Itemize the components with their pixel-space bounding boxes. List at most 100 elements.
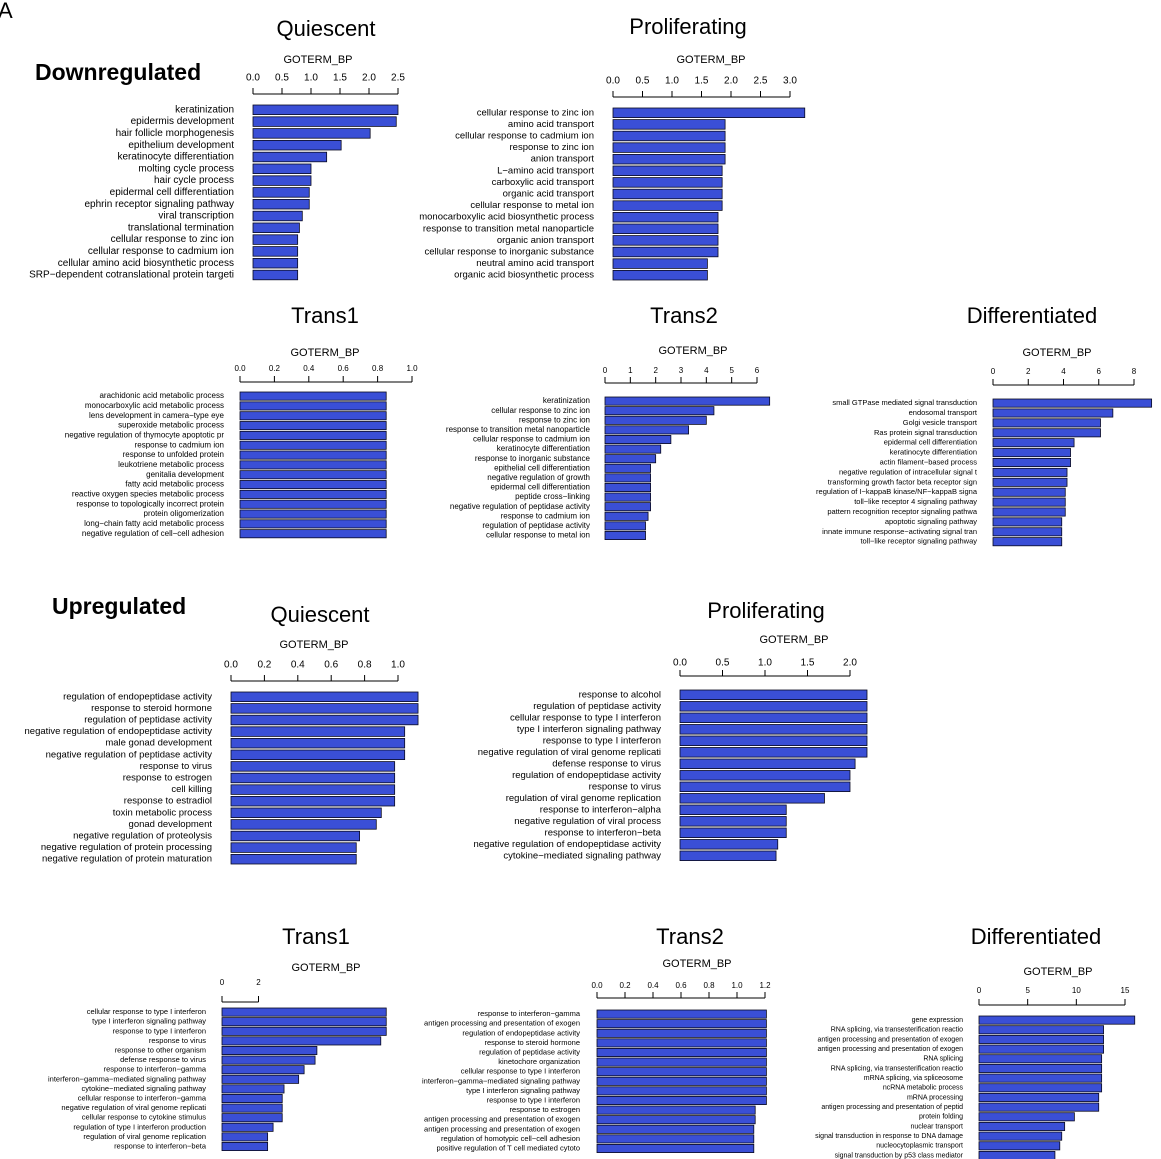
bar [239, 499, 387, 509]
bar [992, 537, 1063, 547]
category-label: response to virus [140, 761, 213, 772]
downregulated-label: Downregulated [35, 59, 202, 85]
bar [239, 440, 387, 450]
category-label: hair follicle morphogenesis [116, 128, 234, 139]
axis-title: GOTERM_BP [1023, 966, 1092, 978]
bar [252, 210, 303, 222]
category-label: antigen processing and presentation of e… [424, 1019, 580, 1028]
chart-title: Trans1 [291, 303, 359, 328]
bar [604, 473, 651, 483]
category-label: toxin metabolic process [113, 807, 213, 818]
bar [230, 749, 406, 761]
category-label: response to other organism [115, 1045, 206, 1054]
bar [230, 784, 396, 795]
category-label: cytokine−mediated signaling pathway [82, 1084, 207, 1093]
bar [679, 758, 856, 770]
x-tick-label: 6 [755, 366, 760, 375]
x-tick-label: 0.0 [606, 76, 620, 87]
category-label: response to inorganic substance [475, 454, 591, 463]
category-label: signal transduction by p53 class mediato… [835, 1152, 964, 1159]
x-tick-label: 4 [1061, 367, 1066, 376]
x-tick-label: 0.0 [246, 73, 260, 84]
category-label: organic acid transport [503, 189, 595, 200]
category-label: positive regulation of T cell mediated c… [436, 1143, 580, 1152]
x-tick-label: 0 [603, 366, 608, 375]
category-label: regulation of peptidase activity [479, 1047, 580, 1056]
x-tick-label: 0.4 [647, 981, 659, 990]
bar [679, 781, 851, 793]
category-label: regulation of viral genome replication [83, 1132, 206, 1141]
bar [992, 398, 1153, 408]
bar [604, 425, 689, 435]
bar [239, 509, 387, 519]
bar [221, 1017, 387, 1027]
bar [978, 1150, 1056, 1159]
axis-title: GOTERM_BP [279, 639, 348, 651]
x-tick-label: 2 [1026, 367, 1031, 376]
bar [978, 1025, 1104, 1035]
bar [221, 1094, 283, 1104]
x-tick-label: 0 [220, 978, 225, 987]
category-label: peptide cross−linking [515, 492, 590, 501]
category-label: keratinocyte differentiation [117, 152, 234, 163]
bar [679, 850, 777, 862]
category-label: toll−like receptor signaling pathway [860, 537, 977, 546]
category-label: antigen processing and presentation of e… [424, 1124, 580, 1133]
category-label: toll−like receptor 4 signaling pathway [854, 497, 977, 506]
bar [604, 454, 657, 464]
bar [604, 434, 672, 444]
x-tick-label: 0.5 [716, 658, 730, 669]
category-label: anion transport [531, 154, 595, 165]
bar [230, 842, 357, 853]
bar [596, 1019, 767, 1029]
category-label: keratinocyte differentiation [890, 448, 977, 457]
category-label: type I interferon signaling pathway [466, 1086, 580, 1095]
x-tick-label: 1.0 [304, 73, 318, 84]
category-label: cellular response to cadmium ion [473, 435, 590, 444]
category-label: response to estradiol [124, 796, 212, 807]
bar [221, 1132, 269, 1142]
category-label: epidermis development [131, 116, 235, 127]
chart-title: Proliferating [629, 14, 746, 39]
category-label: response to virus [589, 781, 662, 792]
bar [978, 1083, 1103, 1093]
axis-title: GOTERM_BP [283, 54, 352, 66]
category-label: cellular response to type I interferon [87, 1007, 206, 1016]
category-label: kinetochore organization [498, 1057, 580, 1066]
x-tick-label: 4 [704, 366, 709, 375]
bar [978, 1112, 1075, 1122]
bar [612, 142, 726, 153]
category-label: SRP−dependent cotranslational protein ta… [29, 270, 234, 281]
x-tick-label: 1.0 [731, 981, 743, 990]
category-label: hair cycle process [154, 175, 234, 186]
category-label: cellular response to type I interferon [510, 712, 661, 723]
category-label: negative regulation of cell−cell adhesio… [82, 529, 224, 538]
chart-title: Trans2 [656, 924, 724, 949]
bar [612, 258, 708, 269]
category-label: regulation of endopeptidase activity [63, 691, 212, 702]
category-label: negative regulation of endopeptidase act… [474, 839, 662, 850]
bar [612, 235, 719, 246]
category-label: pattern recognition receptor signaling p… [827, 507, 978, 516]
bar [230, 761, 396, 772]
bar [679, 712, 868, 724]
category-label: interferon−gamma−mediated signaling path… [48, 1074, 206, 1083]
category-label: response to alcohol [579, 689, 661, 700]
bar [230, 738, 406, 749]
bar [239, 450, 387, 460]
bar [230, 854, 357, 865]
bar [221, 1026, 387, 1036]
bar [992, 487, 1066, 497]
x-tick-label: 0.6 [338, 364, 350, 373]
category-label: cellular response to inorganic substance [424, 247, 594, 258]
x-tick-label: 1.5 [801, 658, 815, 669]
bar [604, 482, 651, 492]
bar [604, 502, 651, 512]
bar [221, 1142, 269, 1152]
category-label: regulation of I−kappaB kinase/NF−kappaB … [816, 487, 978, 496]
category-label: keratinization [543, 396, 590, 405]
category-label: response to zinc ion [519, 415, 590, 424]
category-label: defense response to virus [552, 758, 661, 769]
category-label: viral transcription [158, 211, 234, 222]
category-label: antigen processing and presentation of p… [821, 1104, 963, 1111]
